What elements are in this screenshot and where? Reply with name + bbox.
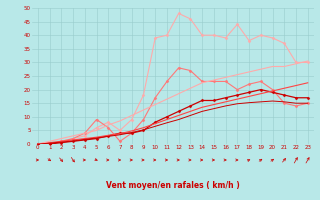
Text: Vent moyen/en rafales ( km/h ): Vent moyen/en rafales ( km/h ) bbox=[106, 182, 240, 190]
